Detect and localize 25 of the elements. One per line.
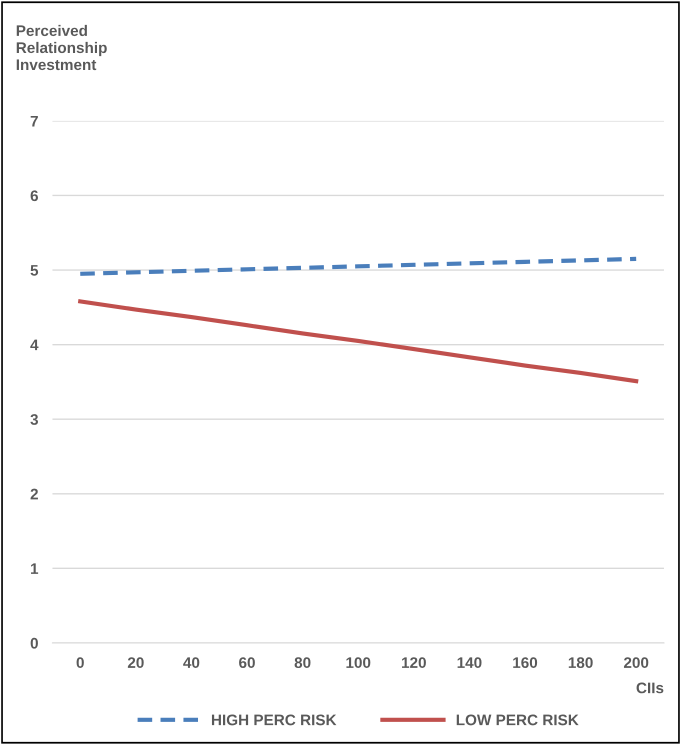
x-tick-label: 60 (239, 657, 255, 668)
x-tick-label: 200 (624, 657, 648, 668)
legend-label: LOW PERC RISK (456, 714, 579, 726)
line-series (78, 256, 638, 276)
x-tick-label: 0 (76, 657, 84, 668)
y-tick-label: 6 (30, 190, 38, 202)
y-tick-label: 4 (30, 340, 38, 350)
x-tick-label: 80 (294, 657, 310, 668)
y-tick-label: 5 (30, 265, 38, 276)
x-tick-label: 40 (183, 657, 200, 668)
x-tick-label: 140 (458, 657, 482, 668)
y-tick-label: 2 (30, 488, 38, 500)
x-tick-label: 160 (513, 657, 538, 668)
y-tick-label: 1 (31, 563, 38, 574)
y-tick-label: 3 (30, 414, 38, 425)
line-series (78, 299, 638, 384)
y-tick-label: 0 (30, 638, 38, 649)
x-tick-label: 120 (402, 657, 426, 668)
x-tick-label: 180 (568, 657, 593, 668)
x-tick-label: 100 (346, 657, 370, 668)
legend-label: HIGH PERC RISK (212, 714, 336, 726)
x-axis-title: CIIs (636, 682, 664, 694)
x-tick-label: 20 (128, 657, 144, 668)
y-tick-label: 7 (30, 116, 38, 126)
y-axis-title: Perceived Relationship Investment (16, 24, 107, 70)
